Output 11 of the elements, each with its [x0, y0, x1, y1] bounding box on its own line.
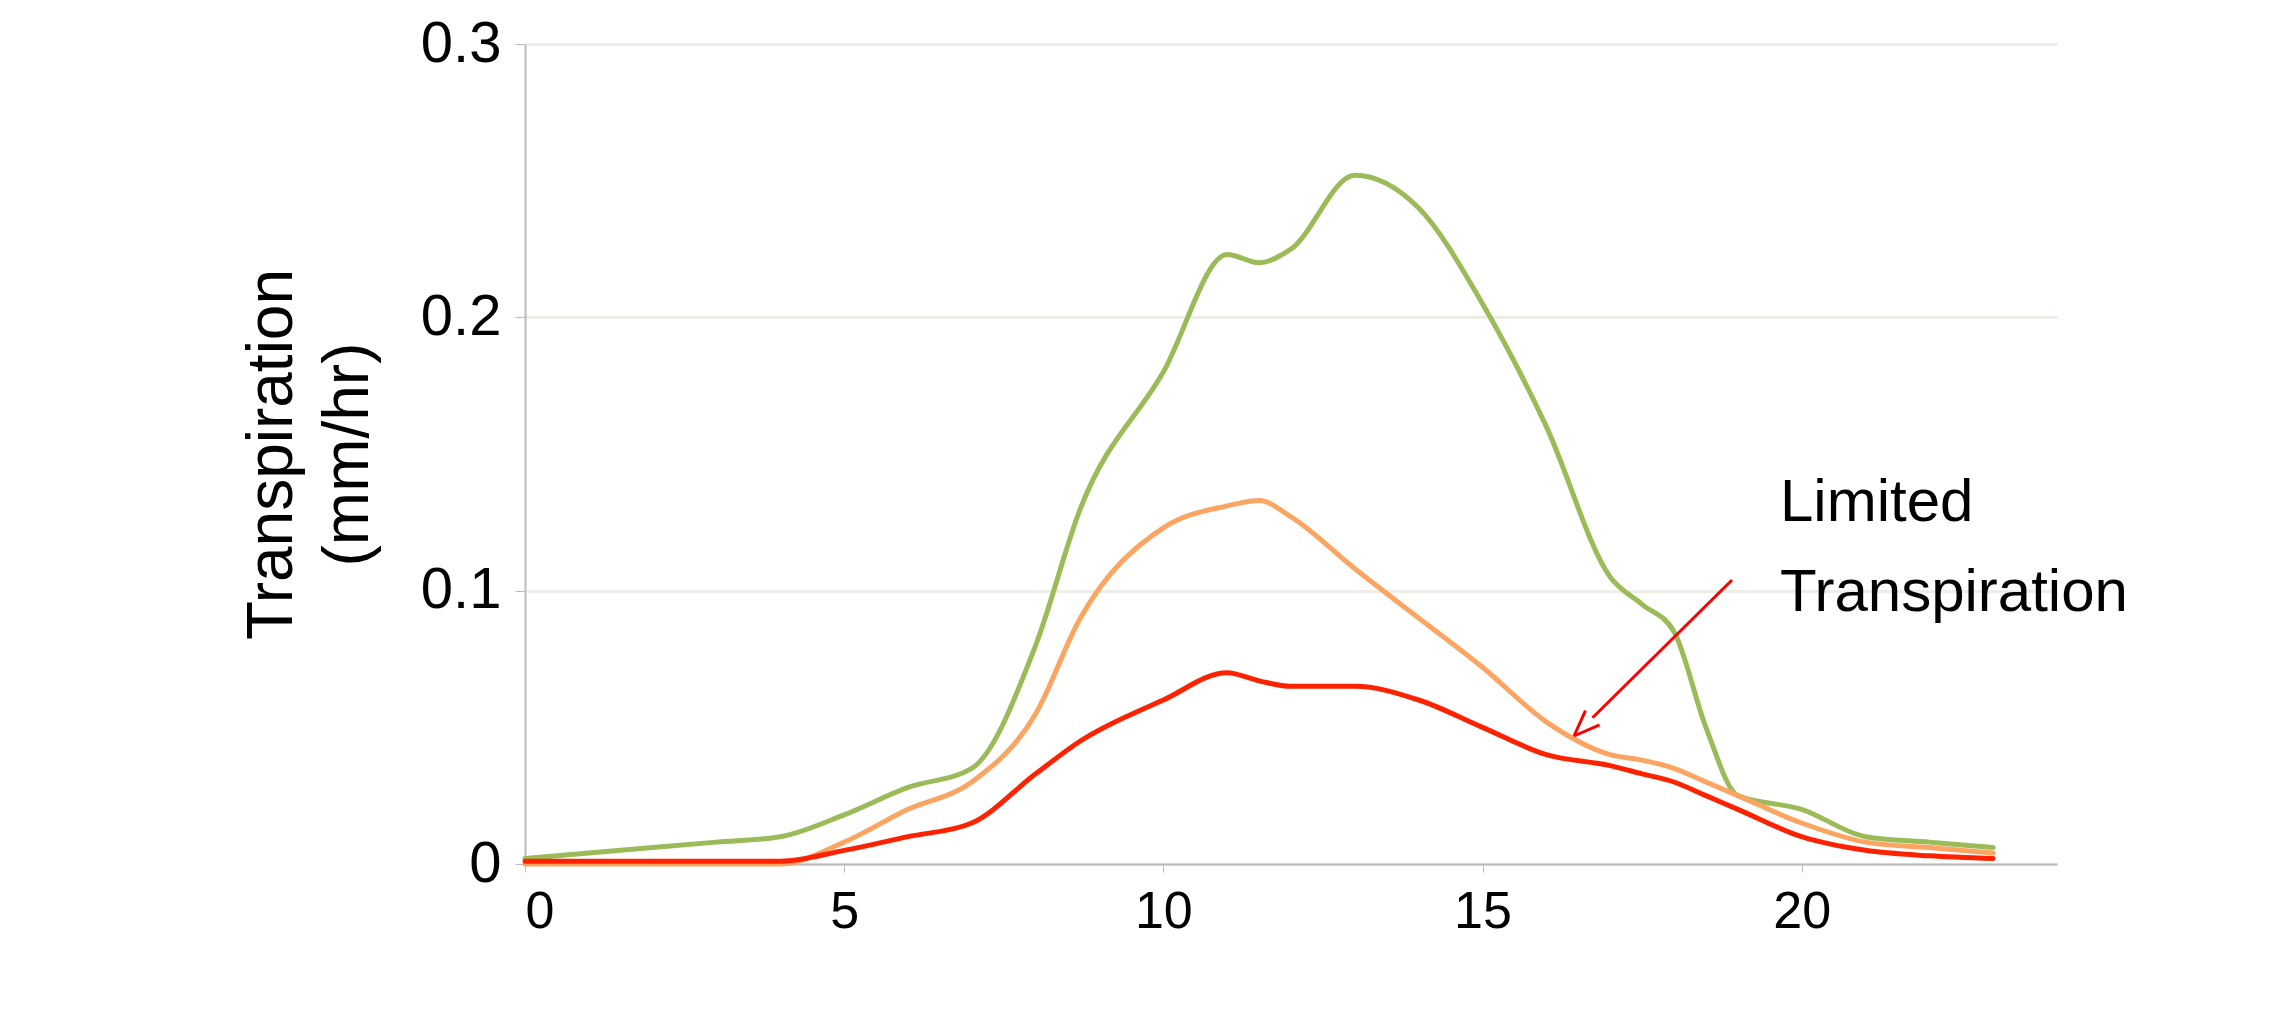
annotation: Limited Transpiration: [1780, 467, 2128, 624]
x-tick-label: 10: [1134, 880, 1193, 939]
y-tick-label: 0.3: [420, 8, 502, 74]
x-tick-label: 15: [1454, 880, 1512, 939]
y-tick-label: 0: [469, 828, 502, 894]
y-axis-title: Transpiration (mm/hr): [233, 268, 382, 641]
x-tick-label: 0: [525, 880, 555, 939]
y-tick-label: 0.1: [420, 555, 502, 621]
x-tick-label: 5: [830, 880, 860, 939]
x-tick-label: 20: [1773, 880, 1832, 939]
y-tick-label: 0.2: [420, 281, 502, 347]
